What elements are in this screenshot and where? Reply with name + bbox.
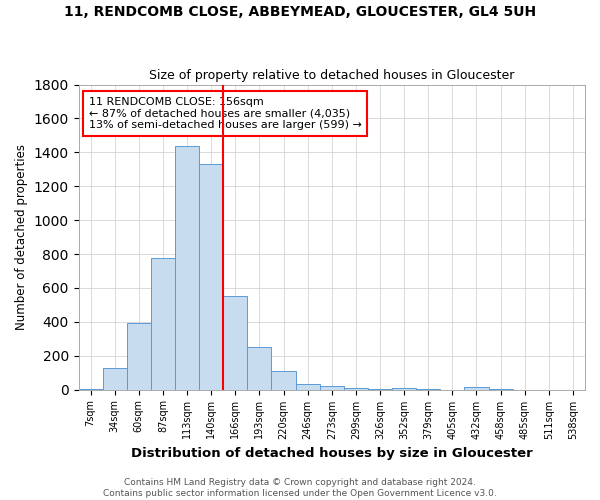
Bar xyxy=(103,368,127,390)
Bar xyxy=(392,388,416,390)
Y-axis label: Number of detached properties: Number of detached properties xyxy=(15,144,28,330)
Bar xyxy=(368,388,392,390)
Bar xyxy=(271,371,296,390)
Title: Size of property relative to detached houses in Gloucester: Size of property relative to detached ho… xyxy=(149,69,514,82)
Bar xyxy=(199,164,223,390)
Bar xyxy=(223,296,247,390)
Bar xyxy=(175,146,199,390)
Bar xyxy=(464,387,488,390)
Text: 11, RENDCOMB CLOSE, ABBEYMEAD, GLOUCESTER, GL4 5UH: 11, RENDCOMB CLOSE, ABBEYMEAD, GLOUCESTE… xyxy=(64,5,536,19)
Bar xyxy=(296,384,320,390)
Bar xyxy=(79,388,103,390)
Bar xyxy=(344,388,368,390)
Bar xyxy=(127,324,151,390)
Text: Contains HM Land Registry data © Crown copyright and database right 2024.
Contai: Contains HM Land Registry data © Crown c… xyxy=(103,478,497,498)
Bar xyxy=(320,386,344,390)
Text: 11 RENDCOMB CLOSE: 156sqm
← 87% of detached houses are smaller (4,035)
13% of se: 11 RENDCOMB CLOSE: 156sqm ← 87% of detac… xyxy=(89,97,362,130)
Bar xyxy=(416,389,440,390)
X-axis label: Distribution of detached houses by size in Gloucester: Distribution of detached houses by size … xyxy=(131,447,533,460)
Bar xyxy=(488,389,512,390)
Bar xyxy=(247,347,271,390)
Bar xyxy=(151,258,175,390)
